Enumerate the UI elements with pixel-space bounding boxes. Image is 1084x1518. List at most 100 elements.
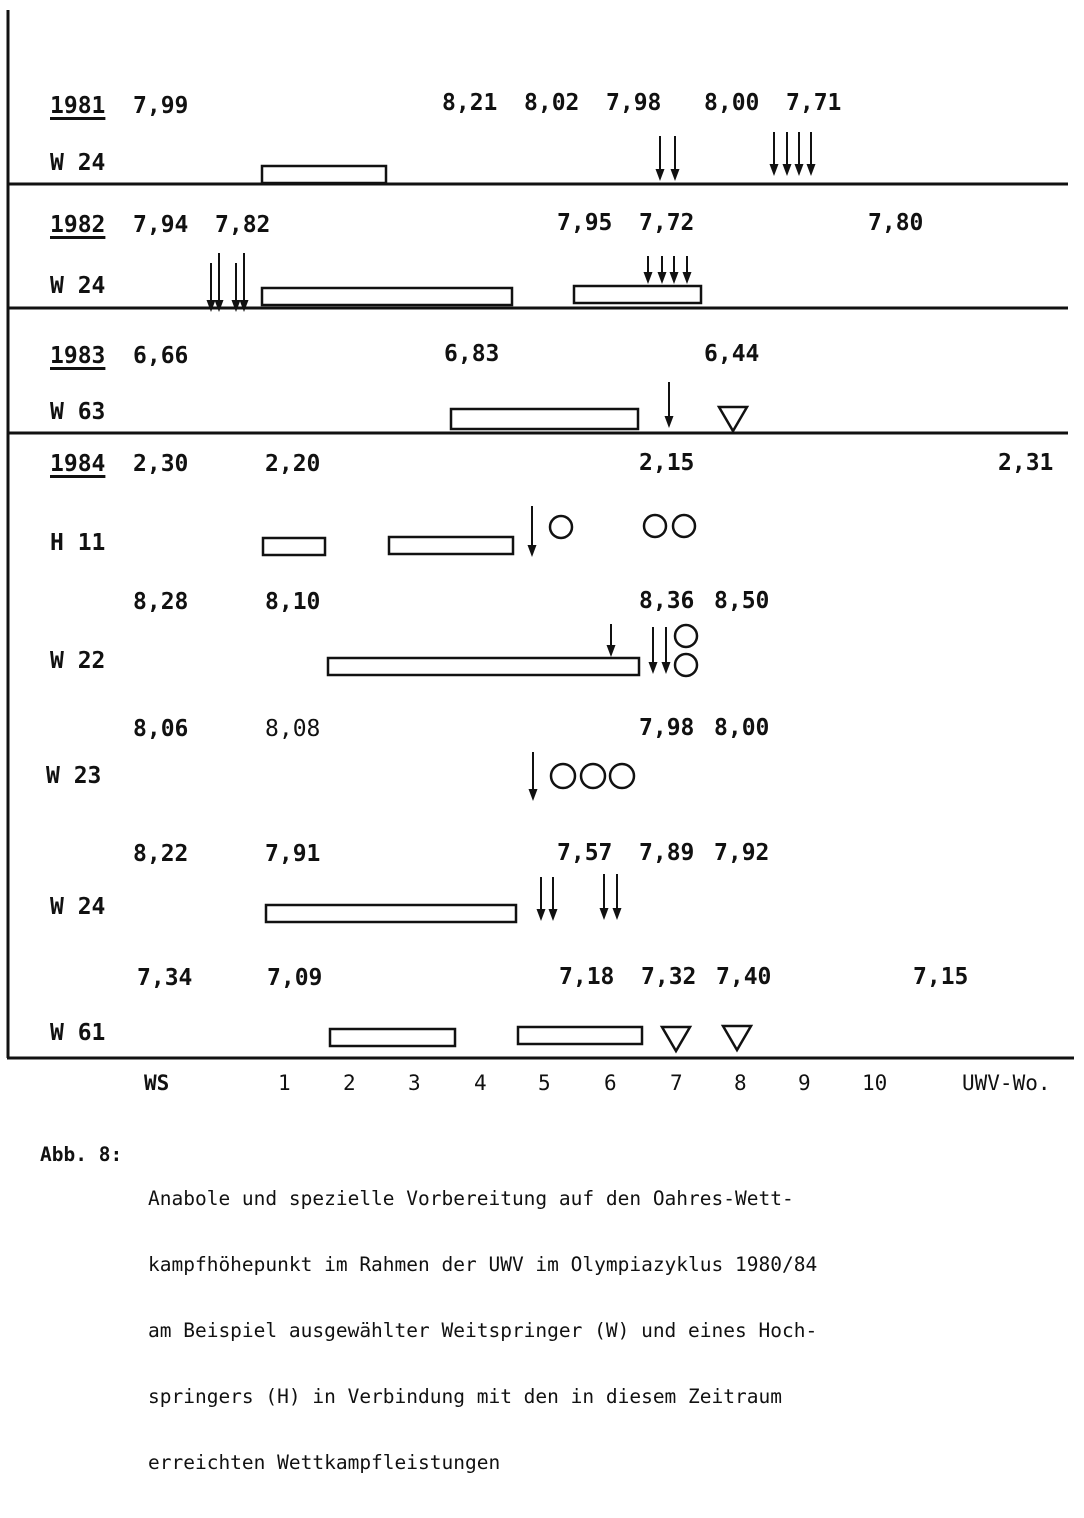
x-axis-tick: 6 xyxy=(604,1071,617,1095)
arrow xyxy=(682,256,692,284)
caption-line: springers (H) in Verbindung mit den in d… xyxy=(148,1385,782,1408)
result-value: 8,22 xyxy=(133,841,189,867)
result-value: 8,36 xyxy=(639,588,695,614)
competition-circle xyxy=(673,652,699,678)
result-value: 8,00 xyxy=(704,90,760,116)
arrow xyxy=(664,382,674,428)
result-value: 7,95 xyxy=(557,210,613,236)
phase-bar xyxy=(261,536,327,557)
result-value: 7,18 xyxy=(559,964,615,990)
result-value: 2,15 xyxy=(639,450,695,476)
result-value: 6,66 xyxy=(133,343,189,369)
competition-circle xyxy=(608,762,636,790)
arrow xyxy=(661,627,671,674)
result-value: 2,20 xyxy=(265,451,321,477)
arrow xyxy=(643,256,653,284)
arrow xyxy=(527,506,537,557)
x-axis-tick: 1 xyxy=(278,1071,291,1095)
year-label: 1984 xyxy=(50,451,106,477)
competition-circle xyxy=(642,513,668,539)
x-axis-tick: 9 xyxy=(798,1071,811,1095)
arrow xyxy=(206,263,216,312)
result-value: 7,40 xyxy=(716,964,772,990)
result-value: 7,09 xyxy=(267,965,323,991)
phase-bar xyxy=(328,1027,457,1048)
result-value: 7,91 xyxy=(265,841,321,867)
result-value: 7,82 xyxy=(215,212,271,238)
result-value: 7,98 xyxy=(639,715,695,741)
caption-text: Anabole und spezielle Vorbereitung auf d… xyxy=(148,1144,817,1518)
caption-line: Anabole und spezielle Vorbereitung auf d… xyxy=(148,1187,794,1210)
result-value: 6,44 xyxy=(704,341,760,367)
arrow xyxy=(655,136,665,181)
result-value: 2,31 xyxy=(998,450,1054,476)
arrow xyxy=(648,627,658,674)
arrow xyxy=(669,256,679,284)
competition-triangle xyxy=(720,1024,754,1053)
result-value: 6,83 xyxy=(444,341,500,367)
year-label: 1982 xyxy=(50,212,106,238)
athlete-label: H 11 xyxy=(50,530,106,556)
arrow xyxy=(548,877,558,921)
competition-circle xyxy=(579,762,607,790)
result-value: 8,02 xyxy=(524,90,580,116)
competition-circle xyxy=(549,762,577,790)
x-axis-tick: 2 xyxy=(343,1071,356,1095)
caption-line: am Beispiel ausgewählter Weitspringer (W… xyxy=(148,1319,818,1342)
arrow xyxy=(806,132,816,176)
phase-bar xyxy=(387,535,515,556)
arrow xyxy=(599,874,609,920)
phase-bar xyxy=(326,656,641,677)
competition-triangle xyxy=(659,1025,693,1054)
x-axis-tick: 4 xyxy=(474,1071,487,1095)
competition-circle xyxy=(673,623,699,649)
phase-bar xyxy=(449,407,640,431)
athlete-label: W 61 xyxy=(50,1020,106,1046)
diagram xyxy=(6,10,1074,1060)
year-label: 1981 xyxy=(50,93,106,119)
caption-label: Abb. 8: xyxy=(40,1143,123,1166)
result-value: 8,10 xyxy=(265,589,321,615)
result-value: 7,94 xyxy=(133,212,189,238)
phase-bar xyxy=(572,284,703,305)
result-value: 7,80 xyxy=(868,210,924,236)
result-value: 7,15 xyxy=(913,964,969,990)
competition-circle xyxy=(548,514,574,540)
athlete-label: W 24 xyxy=(50,273,106,299)
x-axis-tick: WS xyxy=(144,1071,170,1095)
x-axis-tick: 8 xyxy=(734,1071,747,1095)
result-value: 7,32 xyxy=(641,964,697,990)
athlete-label: W 63 xyxy=(50,399,106,425)
arrow xyxy=(606,624,616,657)
result-value: 7,98 xyxy=(606,90,662,116)
arrow xyxy=(239,253,249,312)
result-value: 8,28 xyxy=(133,589,189,615)
x-axis-tick: UWV-Wo. xyxy=(962,1071,1051,1095)
result-value: 7,71 xyxy=(786,90,842,116)
athlete-label: W 22 xyxy=(50,648,106,674)
result-value: 8,06 xyxy=(133,716,189,742)
result-value: 7,99 xyxy=(133,93,189,119)
result-value: 8,50 xyxy=(714,588,770,614)
result-value: 7,72 xyxy=(639,210,695,236)
arrow xyxy=(794,132,804,176)
x-axis-tick: 7 xyxy=(670,1071,683,1095)
arrow xyxy=(214,253,224,312)
arrow xyxy=(657,256,667,284)
x-axis-tick: 5 xyxy=(538,1071,551,1095)
phase-bar xyxy=(516,1025,644,1046)
result-value: 2,30 xyxy=(133,451,189,477)
arrow xyxy=(769,132,779,176)
athlete-label: W 24 xyxy=(50,894,106,920)
x-axis-tick: 3 xyxy=(408,1071,421,1095)
arrow xyxy=(231,263,241,312)
result-value: 8,21 xyxy=(442,90,498,116)
athlete-label: W 23 xyxy=(46,763,102,789)
arrow xyxy=(528,752,538,801)
phase-bar xyxy=(264,903,518,924)
arrow xyxy=(612,874,622,920)
result-value: 7,92 xyxy=(714,840,770,866)
result-value: 8,00 xyxy=(714,715,770,741)
x-axis-tick: 10 xyxy=(862,1071,888,1095)
arrow xyxy=(670,136,680,181)
